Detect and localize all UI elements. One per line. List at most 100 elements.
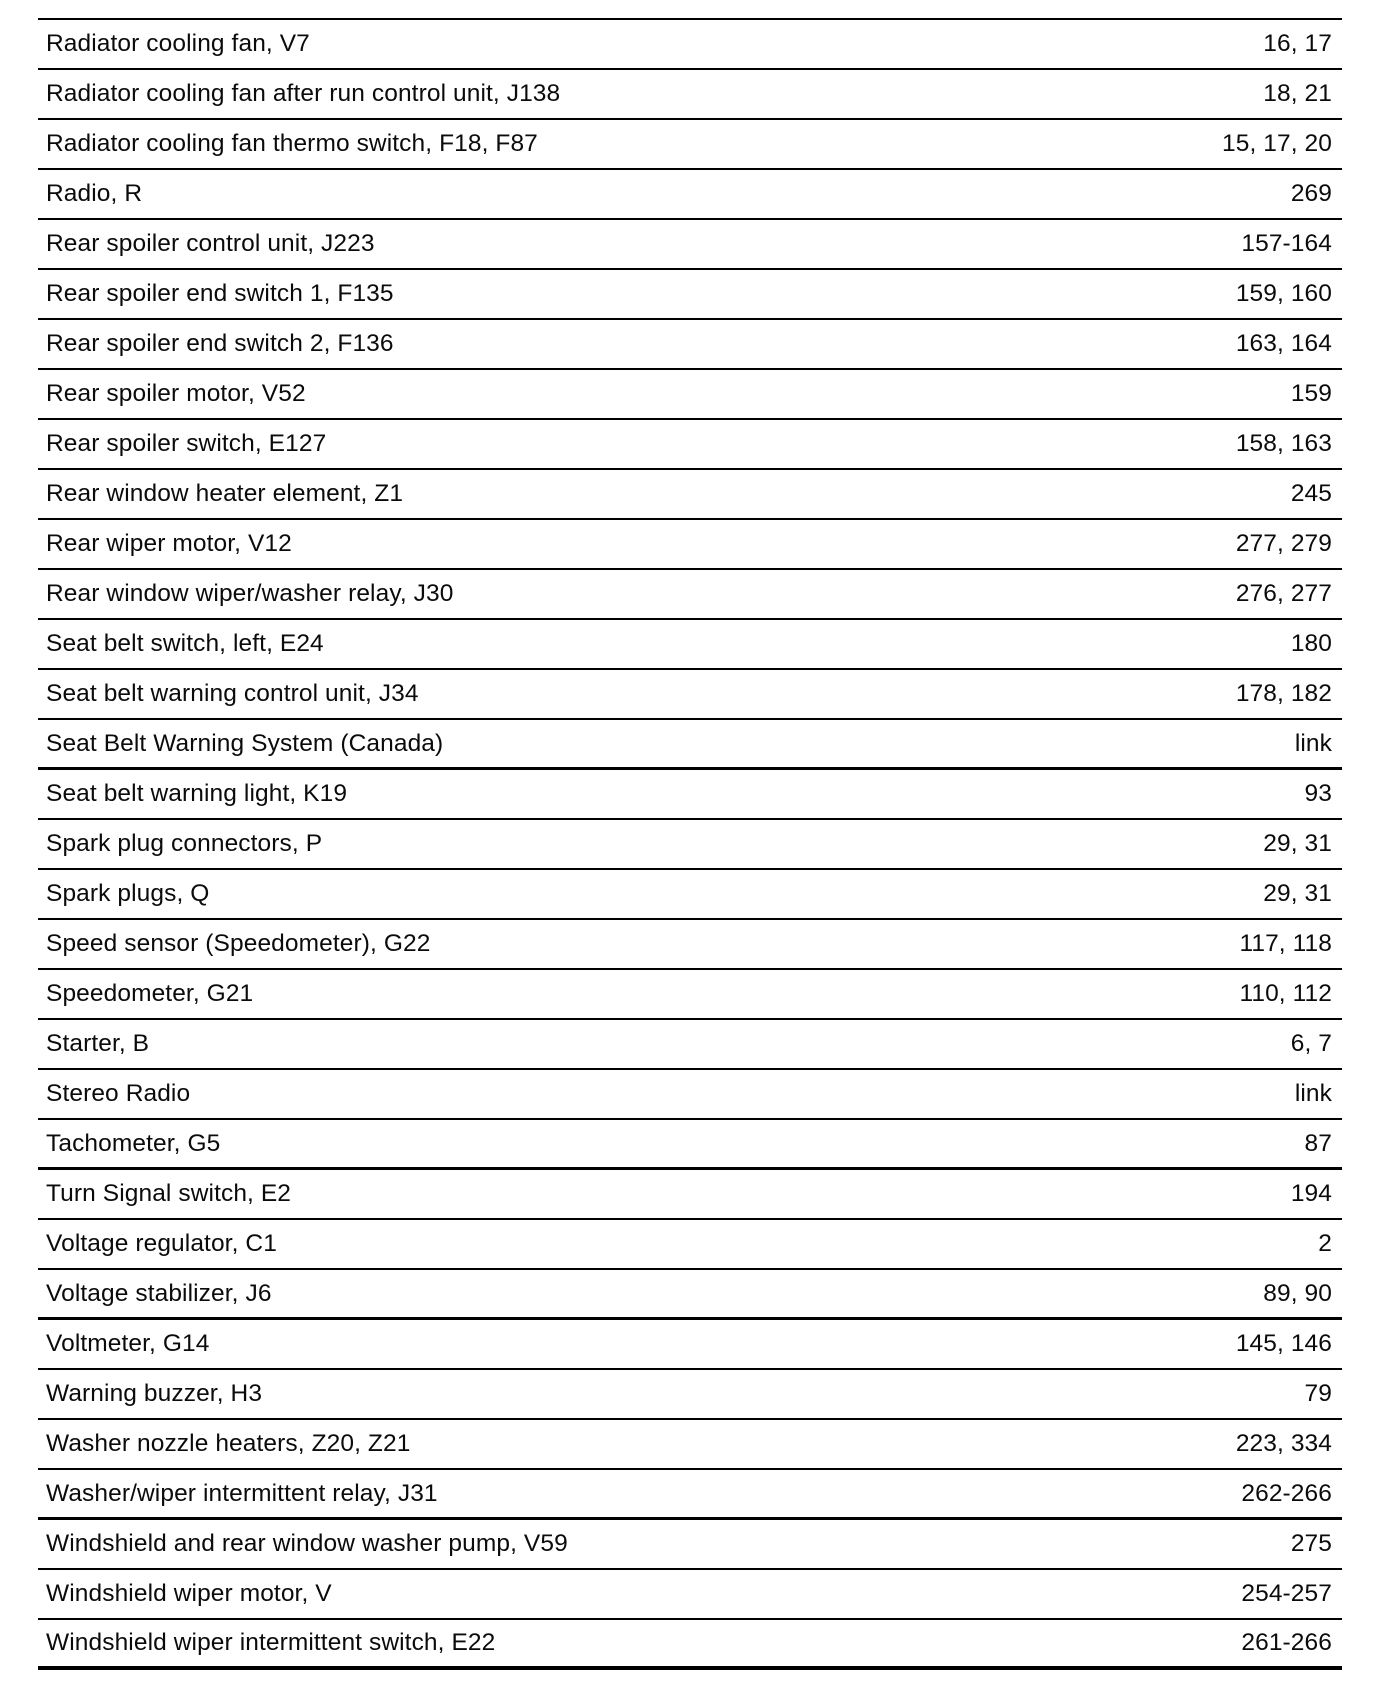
table-row: Voltage stabilizer, J6 89, 90	[38, 1270, 1342, 1320]
component-name: Spark plug connectors, P	[46, 830, 323, 857]
table-row: Rear wiper motor, V12 277, 279	[38, 520, 1342, 570]
page-reference: 29, 31	[1263, 830, 1332, 857]
table-row: Rear window wiper/washer relay, J30 276,…	[38, 570, 1342, 620]
page-reference: 93	[1304, 780, 1332, 807]
table-row: Spark plugs, Q 29, 31	[38, 870, 1342, 920]
table-row: Radio, R 269	[38, 170, 1342, 220]
table-row: Washer/wiper intermittent relay, J31 262…	[38, 1470, 1342, 1520]
page-reference: 223, 334	[1235, 1430, 1332, 1457]
page-reference: 262-266	[1241, 1479, 1332, 1507]
component-name: Voltmeter, G14	[46, 1330, 210, 1357]
component-name: Windshield and rear window washer pump, …	[46, 1530, 568, 1557]
page-reference: 275	[1290, 1530, 1332, 1557]
table-row: Radiator cooling fan after run control u…	[38, 70, 1342, 120]
table-row: Speedometer, G21 110, 112	[38, 970, 1342, 1020]
table-row: Rear spoiler end switch 1, F135 159, 160	[38, 270, 1342, 320]
component-name: Rear wiper motor, V12	[46, 530, 292, 557]
page-reference: 87	[1304, 1129, 1332, 1157]
component-name: Rear spoiler switch, E127	[46, 430, 327, 457]
page-reference-link[interactable]: link	[1294, 1080, 1332, 1107]
component-name: Radiator cooling fan thermo switch, F18,…	[46, 130, 538, 157]
table-row: Turn Signal switch, E2 194	[38, 1170, 1342, 1220]
page-reference: 18, 21	[1263, 80, 1332, 107]
table-row: Seat Belt Warning System (Canada) link	[38, 720, 1342, 770]
page-reference: 159	[1290, 380, 1332, 407]
page-reference: 117, 118	[1239, 930, 1332, 957]
table-row: Rear spoiler motor, V52 159	[38, 370, 1342, 420]
table-row: Stereo Radio link	[38, 1070, 1342, 1120]
page-reference: 16, 17	[1263, 30, 1332, 57]
table-row: Speed sensor (Speedometer), G22 117, 118	[38, 920, 1342, 970]
component-name: Rear spoiler control unit, J223	[46, 230, 375, 257]
table-row: Seat belt switch, left, E24 180	[38, 620, 1342, 670]
component-name: Seat belt switch, left, E24	[46, 630, 324, 657]
page-reference: 158, 163	[1235, 430, 1332, 457]
page-reference: 2	[1318, 1230, 1332, 1257]
table-row: Radiator cooling fan thermo switch, F18,…	[38, 120, 1342, 170]
component-name: Seat Belt Warning System (Canada)	[46, 729, 444, 757]
table-row: Voltmeter, G14 145, 146	[38, 1320, 1342, 1370]
component-name: Rear spoiler motor, V52	[46, 380, 306, 407]
component-name: Washer/wiper intermittent relay, J31	[46, 1479, 438, 1507]
component-name: Rear window heater element, Z1	[46, 480, 404, 507]
component-name: Spark plugs, Q	[46, 880, 210, 907]
table-row: Rear spoiler end switch 2, F136 163, 164	[38, 320, 1342, 370]
page-reference: 145, 146	[1235, 1330, 1332, 1357]
table-row: Voltage regulator, C1 2	[38, 1220, 1342, 1270]
table-row: Windshield wiper intermittent switch, E2…	[38, 1620, 1342, 1670]
component-name: Turn Signal switch, E2	[46, 1180, 292, 1207]
component-name: Rear spoiler end switch 2, F136	[46, 330, 394, 357]
page-reference: 15, 17, 20	[1222, 130, 1332, 157]
table-row: Washer nozzle heaters, Z20, Z21 223, 334	[38, 1420, 1342, 1470]
table-row: Radiator cooling fan, V7 16, 17	[38, 20, 1342, 70]
table-row: Windshield wiper motor, V 254-257	[38, 1570, 1342, 1620]
page-reference: 277, 279	[1235, 530, 1332, 557]
component-name: Radiator cooling fan, V7	[46, 30, 310, 57]
component-index-table: Radiator cooling fan, V7 16, 17 Radiator…	[38, 18, 1342, 1670]
page-reference: 269	[1290, 180, 1332, 207]
table-row: Starter, B 6, 7	[38, 1020, 1342, 1070]
page-reference: 159, 160	[1235, 280, 1332, 307]
page-reference: 254-257	[1241, 1580, 1332, 1607]
component-name: Rear spoiler end switch 1, F135	[46, 280, 394, 307]
page-reference: 245	[1290, 480, 1332, 507]
page-reference: 261-266	[1241, 1629, 1332, 1656]
component-name: Voltage stabilizer, J6	[46, 1279, 272, 1307]
component-name: Starter, B	[46, 1030, 150, 1057]
page-reference: 79	[1304, 1380, 1332, 1407]
component-name: Voltage regulator, C1	[46, 1230, 277, 1257]
table-row: Rear spoiler switch, E127 158, 163	[38, 420, 1342, 470]
component-name: Warning buzzer, H3	[46, 1380, 263, 1407]
page-reference: 180	[1290, 630, 1332, 657]
component-name: Windshield wiper intermittent switch, E2…	[46, 1629, 496, 1656]
table-row: Seat belt warning control unit, J34 178,…	[38, 670, 1342, 720]
page-reference: 29, 31	[1263, 880, 1332, 907]
table-row: Rear spoiler control unit, J223 157-164	[38, 220, 1342, 270]
component-name: Seat belt warning light, K19	[46, 780, 348, 807]
component-name: Windshield wiper motor, V	[46, 1580, 332, 1607]
page-reference: 157-164	[1241, 230, 1332, 257]
component-name: Speedometer, G21	[46, 980, 254, 1007]
table-row: Seat belt warning light, K19 93	[38, 770, 1342, 820]
component-name: Radiator cooling fan after run control u…	[46, 80, 561, 107]
table-row: Rear window heater element, Z1 245	[38, 470, 1342, 520]
table-row: Tachometer, G5 87	[38, 1120, 1342, 1170]
table-row: Warning buzzer, H3 79	[38, 1370, 1342, 1420]
page-reference: 194	[1290, 1180, 1332, 1207]
page-reference: 163, 164	[1235, 330, 1332, 357]
component-name: Speed sensor (Speedometer), G22	[46, 930, 431, 957]
page-reference: 276, 277	[1235, 580, 1332, 607]
page-reference: 89, 90	[1263, 1279, 1332, 1307]
table-row: Spark plug connectors, P 29, 31	[38, 820, 1342, 870]
component-name: Radio, R	[46, 180, 143, 207]
component-name: Stereo Radio	[46, 1080, 191, 1107]
component-name: Seat belt warning control unit, J34	[46, 680, 419, 707]
page-reference-link[interactable]: link	[1294, 729, 1332, 757]
component-name: Washer nozzle heaters, Z20, Z21	[46, 1430, 411, 1457]
page-reference: 110, 112	[1239, 980, 1332, 1007]
component-name: Tachometer, G5	[46, 1129, 221, 1157]
component-name: Rear window wiper/washer relay, J30	[46, 580, 454, 607]
page-reference: 178, 182	[1235, 680, 1332, 707]
table-row: Windshield and rear window washer pump, …	[38, 1520, 1342, 1570]
